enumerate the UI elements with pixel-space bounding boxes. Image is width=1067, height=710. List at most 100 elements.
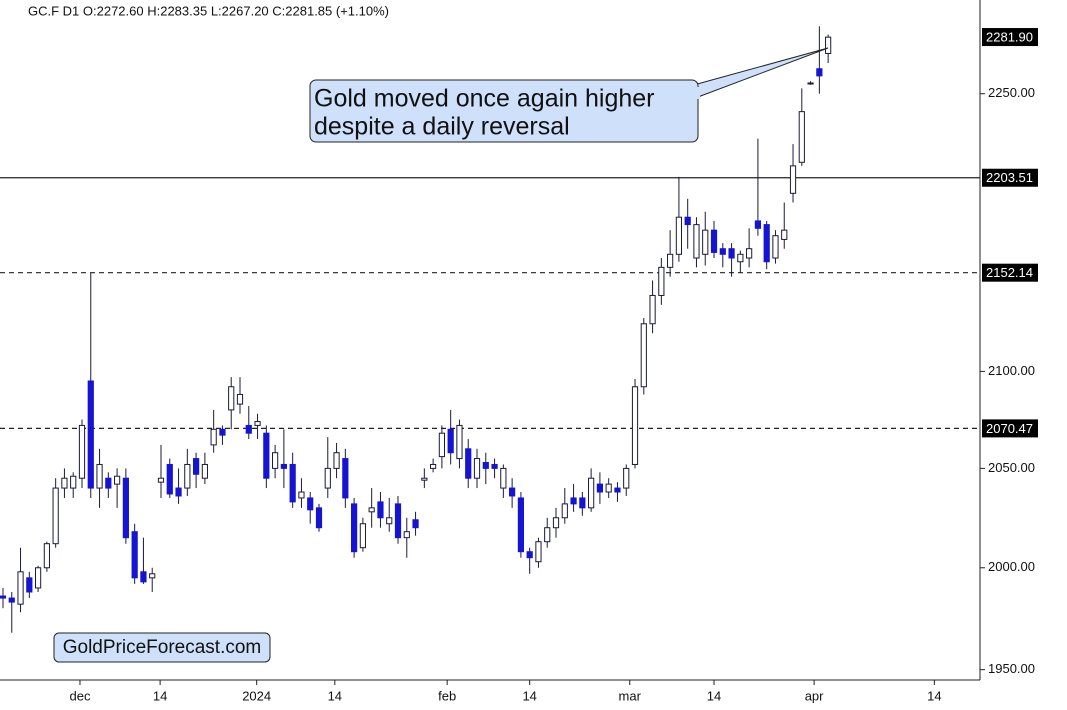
candle-body (421, 477, 428, 481)
candle-body (228, 386, 235, 411)
candle-body (201, 463, 208, 479)
level-label-box (982, 419, 1038, 438)
level-label: 2203.51 (986, 170, 1033, 185)
y-tick-label: 1950.00 (988, 661, 1035, 676)
candle-body (368, 507, 375, 513)
candle-body (456, 424, 463, 460)
candle-body (702, 229, 709, 255)
candle-body (737, 253, 744, 263)
candle-body (43, 543, 50, 569)
candle-body (728, 248, 735, 259)
candle-body (675, 216, 683, 255)
candle-body (96, 463, 103, 489)
candle-body (0, 595, 7, 599)
candle-body (333, 452, 340, 469)
candle-body (280, 463, 287, 469)
x-tick-label: dec (69, 688, 90, 703)
candle-body (61, 477, 68, 489)
chart-title: GC.F D1 O:2272.60 H:2283.35 L:2267.20 C:… (28, 3, 389, 18)
candle-body (377, 501, 384, 519)
level-label-box (982, 168, 1038, 187)
watermark-box (53, 632, 271, 663)
candle-body (535, 541, 542, 563)
x-tick-label: 14 (153, 688, 167, 703)
candle-body (807, 82, 814, 85)
candle-body (70, 475, 77, 489)
candle-body (588, 477, 595, 509)
y-tick-label: 2250.00 (988, 85, 1035, 100)
x-tick-label: 14 (927, 688, 941, 703)
candle-body (298, 491, 305, 499)
x-tick-label: feb (438, 688, 456, 703)
candle-body (640, 323, 647, 388)
candle-body (175, 487, 182, 497)
candle-body (719, 248, 726, 255)
candle-body (798, 111, 805, 163)
candle-body (763, 224, 770, 263)
candle-body (403, 531, 410, 539)
candle-body (623, 467, 630, 489)
candle-body (210, 428, 217, 446)
candle-body (825, 36, 832, 54)
last-price-box (982, 28, 1038, 47)
candle-body (447, 428, 454, 454)
candle-body (631, 386, 639, 465)
y-tick-label: 2050.00 (988, 460, 1035, 475)
callout-box (309, 79, 699, 143)
candle-body (114, 475, 121, 485)
candle-body (289, 463, 296, 503)
candle-body (8, 597, 15, 603)
candle-body (552, 517, 560, 529)
candle-body (570, 497, 577, 505)
candle-body (140, 571, 147, 583)
candle-body (78, 424, 86, 479)
candle-body (579, 497, 586, 509)
candle-body (781, 229, 788, 240)
y-tick-label: 2100.00 (988, 363, 1035, 378)
candle-body (236, 393, 244, 405)
candle-body (789, 165, 797, 194)
candle-body (649, 294, 656, 325)
candle-body (438, 432, 445, 458)
x-tick-label: mar (619, 688, 642, 703)
candle-body (684, 216, 691, 226)
candle-body (491, 463, 498, 469)
candle-body (710, 229, 718, 253)
candle-body (614, 487, 621, 493)
candle-body (52, 487, 59, 545)
candle-body (561, 503, 568, 519)
candle-body (605, 483, 612, 493)
candle-body (482, 461, 489, 469)
candle-body (693, 224, 700, 259)
candle-body (193, 458, 200, 475)
candle-body (122, 477, 129, 539)
candle-body (667, 253, 674, 268)
candle-body (26, 577, 33, 593)
candle-body (596, 483, 604, 493)
last-price-label: 2281.90 (986, 29, 1033, 44)
candle-body (307, 497, 314, 511)
candle-body (412, 519, 419, 529)
plot-area (0, 26, 980, 633)
annotation-line: despite a daily reversal (314, 113, 570, 141)
candle-body (34, 567, 42, 589)
candle-body (816, 68, 823, 77)
candle-body (544, 527, 551, 543)
candle-body (105, 477, 112, 489)
candle-body (219, 428, 226, 436)
candle-body (473, 458, 481, 479)
candle-body (359, 523, 366, 549)
x-tick-label: 14 (522, 688, 536, 703)
candle-body (517, 497, 524, 553)
candle-body (754, 220, 762, 229)
level-label: 2070.47 (986, 421, 1033, 436)
candle-body (263, 432, 270, 479)
level-label: 2152.14 (986, 265, 1033, 280)
candle-body (526, 551, 533, 559)
callout-joint (688, 87, 700, 99)
candle-body (149, 573, 156, 579)
candle-body (772, 235, 779, 259)
candle-body (430, 463, 437, 469)
candle-body (658, 266, 665, 296)
